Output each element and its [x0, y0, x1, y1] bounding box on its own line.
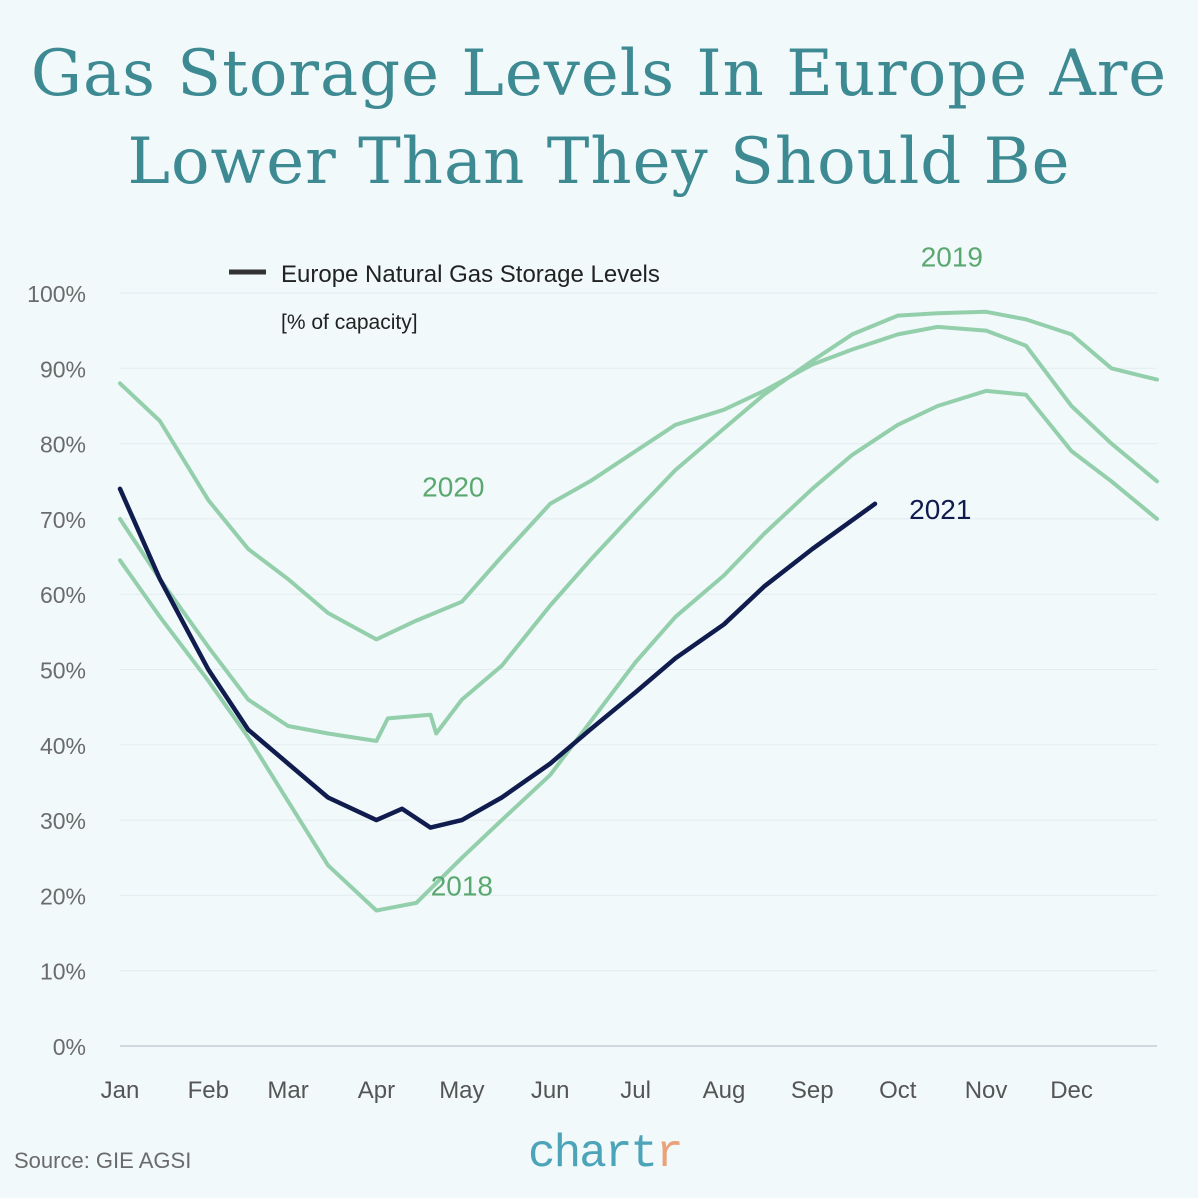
x-tick-label: Dec	[1050, 1077, 1093, 1104]
series-line-2019	[118, 309, 1159, 743]
series-label-2020: 2020	[422, 471, 484, 502]
series-label-2018: 2018	[431, 870, 493, 901]
series-label-2021: 2021	[909, 494, 971, 525]
x-tick-label: Jun	[531, 1077, 570, 1104]
title-line-1: Gas Storage Levels In Europe Are	[30, 37, 1168, 111]
series-line-2020	[118, 324, 1159, 642]
logo-main: chart	[528, 1128, 658, 1180]
y-tick-label: 80%	[40, 432, 86, 458]
series-line-2021	[117, 486, 878, 830]
x-tick-label: Oct	[879, 1077, 917, 1104]
x-tick-label: Mar	[267, 1077, 308, 1104]
y-tick-label: 20%	[40, 883, 86, 909]
series-line-2018	[118, 388, 1159, 913]
y-tick-label: 30%	[40, 808, 86, 834]
x-tick-label: May	[439, 1077, 484, 1104]
x-tick-label: Nov	[965, 1077, 1008, 1104]
legend-label: Europe Natural Gas Storage Levels	[281, 261, 660, 288]
y-tick-label: 90%	[40, 356, 86, 382]
x-tick-label: Apr	[358, 1077, 395, 1104]
x-tick-label: Aug	[703, 1077, 746, 1104]
chartr-logo: chartr	[528, 1128, 684, 1180]
x-tick-label: Sep	[791, 1077, 834, 1104]
legend-sublabel: [% of capacity]	[281, 311, 418, 334]
y-tick-label: 70%	[40, 507, 86, 533]
y-tick-label: 50%	[40, 658, 86, 684]
logo-accent: r	[656, 1128, 684, 1180]
y-tick-label: 40%	[40, 733, 86, 759]
series-label-2019: 2019	[921, 242, 983, 273]
y-tick-label: 10%	[40, 959, 86, 985]
title-line-2: Lower Than They Should Be	[127, 125, 1071, 199]
y-tick-label: 60%	[40, 582, 86, 608]
y-tick-label: 100%	[27, 281, 86, 307]
x-tick-label: Jan	[101, 1077, 140, 1104]
x-tick-label: Feb	[188, 1077, 229, 1104]
y-tick-label: 0%	[53, 1034, 86, 1060]
chart-title: Gas Storage Levels In Europe Are Lower T…	[0, 30, 1198, 206]
source-note: Source: GIE AGSI	[14, 1148, 192, 1173]
x-tick-label: Jul	[620, 1077, 651, 1104]
